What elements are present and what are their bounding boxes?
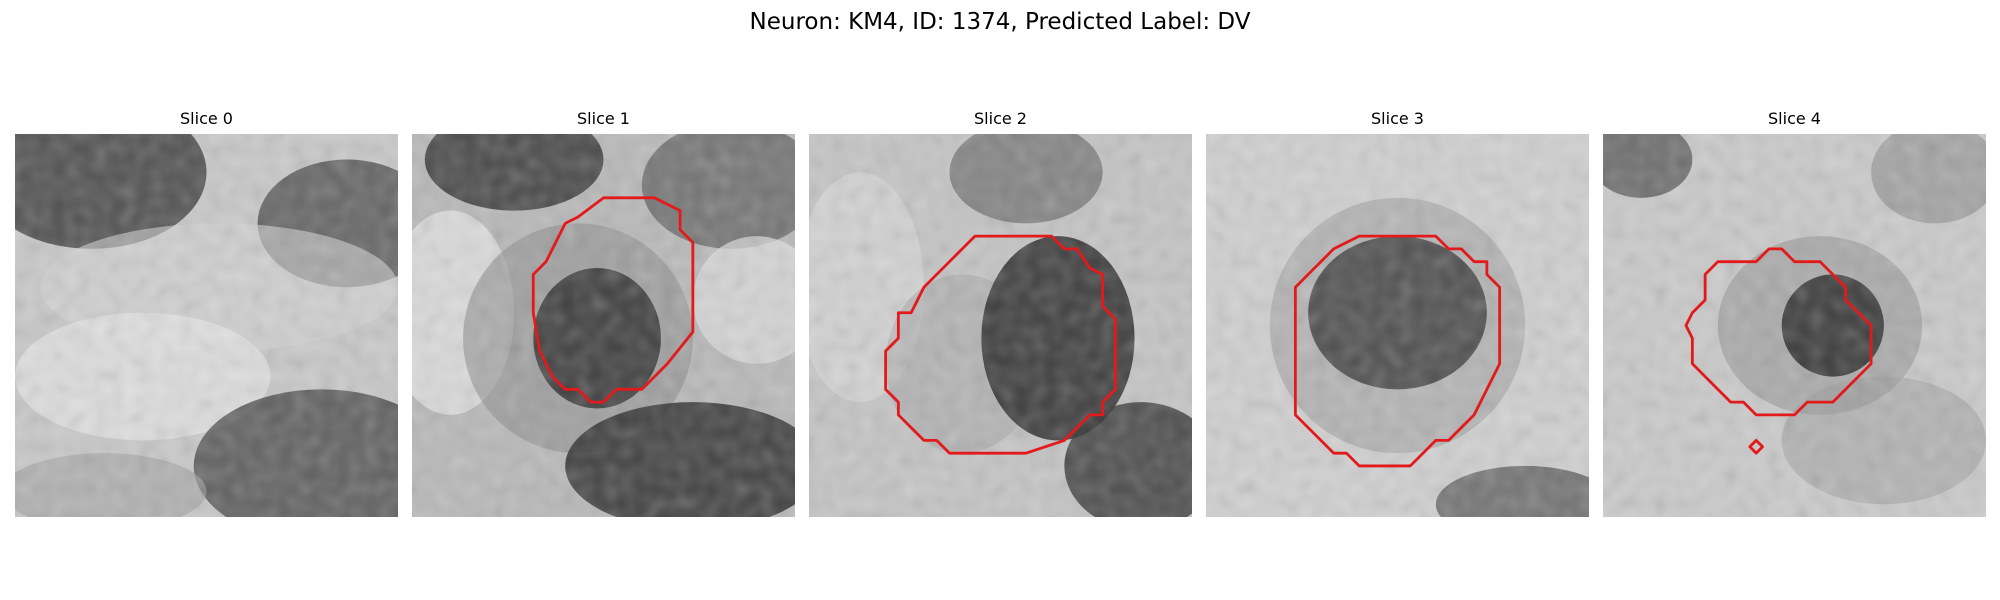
slice-title: Slice 2 bbox=[974, 109, 1027, 128]
slice-panel-3: Slice 3 bbox=[1206, 108, 1589, 517]
roi-contour bbox=[1293, 234, 1502, 468]
slice-title: Slice 1 bbox=[577, 109, 630, 128]
roi-contour-fragment bbox=[1748, 438, 1764, 455]
slice-image bbox=[1206, 134, 1589, 517]
figure-title: Neuron: KM4, ID: 1374, Predicted Label: … bbox=[749, 9, 1251, 35]
roi-contour bbox=[531, 196, 695, 404]
slice-panel-4: Slice 4 bbox=[1603, 108, 1986, 517]
slice-image bbox=[1603, 134, 1986, 517]
slice-image bbox=[809, 134, 1192, 517]
slice-image bbox=[15, 134, 398, 517]
roi-contour bbox=[884, 234, 1117, 455]
roi-contour bbox=[1684, 247, 1873, 417]
slice-title: Slice 4 bbox=[1768, 109, 1821, 128]
slice-title: Slice 3 bbox=[1371, 109, 1424, 128]
slice-panel-0: Slice 0 bbox=[15, 108, 398, 517]
slice-panel-1: Slice 1 bbox=[412, 108, 795, 517]
slice-image bbox=[412, 134, 795, 517]
slice-panel-2: Slice 2 bbox=[809, 108, 1192, 517]
slice-title: Slice 0 bbox=[180, 109, 233, 128]
